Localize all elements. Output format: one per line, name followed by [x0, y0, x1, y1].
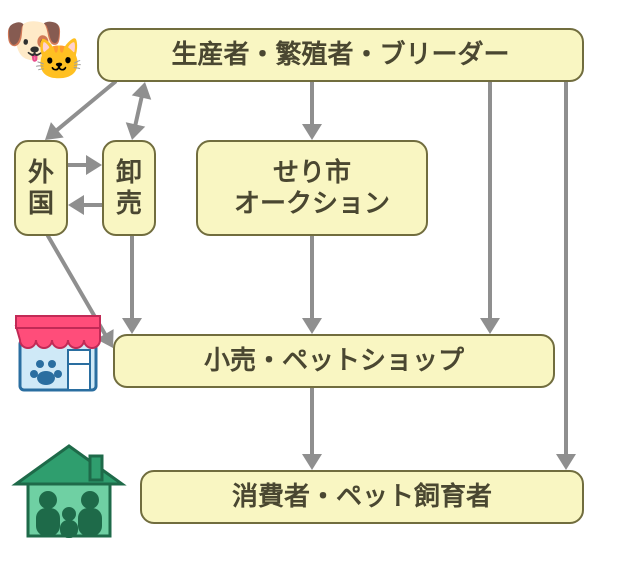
family-icon — [10, 442, 128, 542]
node-consumer-label: 消費者・ペット飼育者 — [232, 481, 492, 512]
node-retail: 小売・ペットショップ — [113, 334, 555, 388]
node-auction: せり市 オークション — [196, 140, 428, 236]
node-auction-label: せり市 オークション — [234, 157, 390, 219]
node-consumer: 消費者・ペット飼育者 — [140, 470, 584, 524]
node-wholesale: 卸 売 — [102, 140, 156, 236]
node-foreign: 外 国 — [14, 140, 68, 236]
node-foreign-label: 外 国 — [28, 157, 54, 219]
pets-icon: 🐶🐱 — [4, 18, 94, 88]
node-producer: 生産者・繁殖者・ブリーダー — [97, 28, 584, 82]
node-retail-label: 小売・ペットショップ — [204, 345, 464, 376]
diagram-stage: 生産者・繁殖者・ブリーダー外 国 卸 売 せり市 オークション小売・ペットショップ消… — [0, 0, 623, 567]
node-wholesale-label: 卸 売 — [116, 157, 142, 219]
node-producer-label: 生産者・繁殖者・ブリーダー — [171, 39, 509, 70]
shop-icon — [10, 306, 106, 396]
